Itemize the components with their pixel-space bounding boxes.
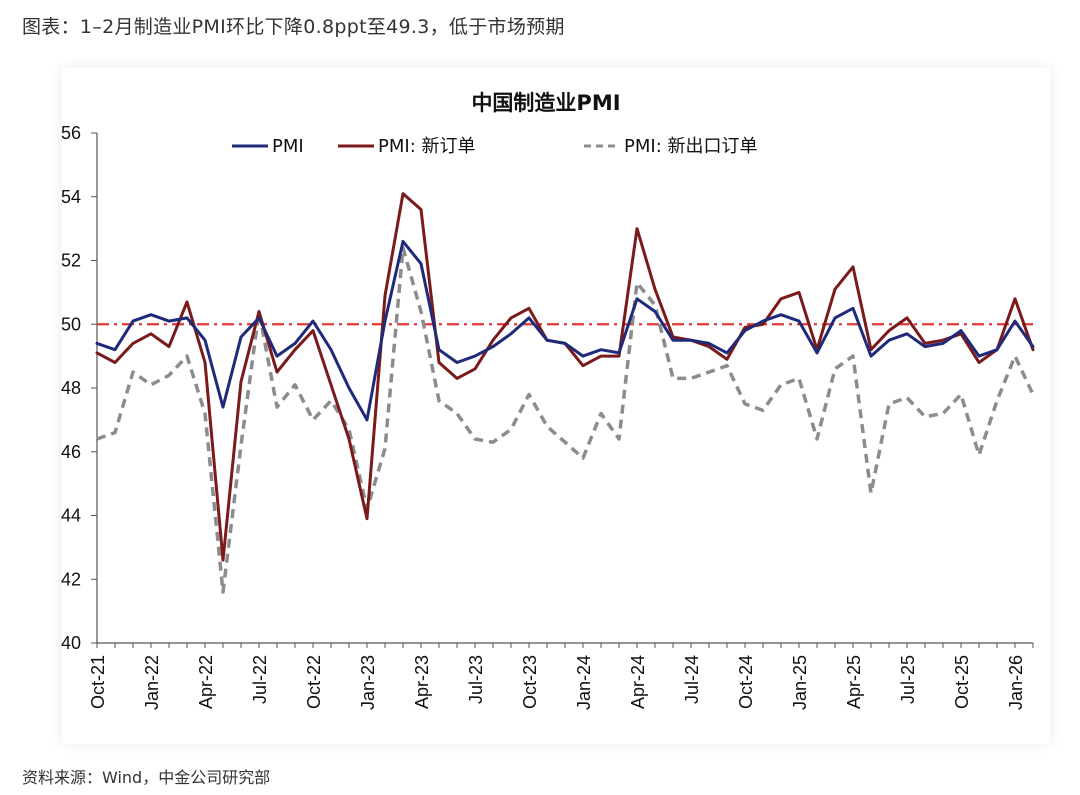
y-tick-label: 44 <box>61 506 81 526</box>
x-tick-label: Jan-24 <box>574 655 594 710</box>
chart-card <box>62 68 1050 744</box>
x-tick-label: Jan-25 <box>790 655 810 710</box>
pmi-line-chart: 中国制造业PMI PMI PMI: 新订单 PMI: 新出口订单 4042444… <box>61 91 1035 710</box>
x-tick-label: Apr-23 <box>412 655 432 709</box>
x-tick-label: Oct-22 <box>304 655 324 709</box>
y-tick-label: 54 <box>61 187 81 207</box>
x-tick-label: Jul-23 <box>466 655 486 704</box>
x-tick-label: Apr-22 <box>196 655 216 709</box>
y-tick-label: 48 <box>61 378 81 398</box>
legend-label-new-export-orders: PMI: 新出口订单 <box>624 136 757 157</box>
chart-legend: PMI PMI: 新订单 PMI: 新出口订单 <box>232 136 757 157</box>
x-tick-label: Oct-24 <box>736 655 756 709</box>
chart-axes: 40 42 44 46 48 50 52 54 56 Oct-21 Jan-22 Apr-22 Jul-… <box>61 123 1034 710</box>
chart-series <box>95 192 1035 594</box>
x-tick-label: Jul-24 <box>682 655 702 704</box>
y-tick-label: 52 <box>61 251 81 271</box>
series-line-new-orders <box>95 192 1035 562</box>
series-line-new-export-orders <box>96 246 1035 594</box>
source-note: 资料来源：Wind，中金公司研究部 <box>22 768 271 787</box>
x-tick-label: Oct-21 <box>88 655 108 709</box>
x-tick-label: Oct-23 <box>520 655 540 709</box>
x-tick-label: Jan-22 <box>142 655 162 710</box>
x-tick-label: Jul-22 <box>250 655 270 704</box>
y-tick-label: 50 <box>61 314 81 334</box>
legend-label-new-orders: PMI: 新订单 <box>378 136 475 157</box>
legend-label-pmi: PMI <box>272 136 304 157</box>
chart-title: 中国制造业PMI <box>471 91 620 115</box>
x-tick-label: Jan-23 <box>358 655 378 710</box>
figure-title: 图表：1–2月制造业PMI环比下降0.8ppt至49.3，低于市场预期 <box>22 16 565 38</box>
series-line-pmi <box>95 239 1035 422</box>
y-tick-label: 40 <box>61 633 81 653</box>
x-tick-label: Jul-25 <box>898 655 918 704</box>
x-tick-label: Apr-24 <box>628 655 648 709</box>
y-tick-label: 42 <box>61 569 81 589</box>
x-tick-label: Oct-25 <box>952 655 972 709</box>
x-tick-label: Jan-26 <box>1006 655 1026 710</box>
y-tick-label: 46 <box>61 442 81 462</box>
x-tick-label: Apr-25 <box>844 655 864 709</box>
y-tick-label: 56 <box>61 123 81 143</box>
